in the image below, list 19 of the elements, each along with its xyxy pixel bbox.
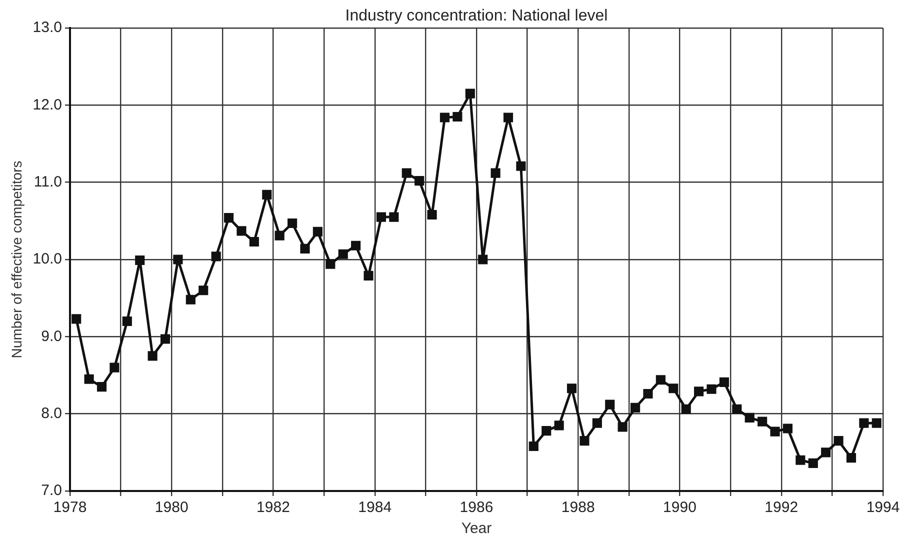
x-tick-label: 1986 <box>460 499 494 516</box>
y-tick-label: 9.0 <box>41 328 62 345</box>
y-tick-label: 13.0 <box>32 19 62 36</box>
x-tick-label: 1984 <box>358 499 392 516</box>
y-tick-label: 7.0 <box>41 482 62 500</box>
x-tick-label: 1990 <box>663 499 696 516</box>
x-axis-title: Year <box>461 520 492 538</box>
x-tick-label: 1980 <box>154 499 188 516</box>
x-tick-label: 1982 <box>256 499 290 516</box>
y-tick-label: 12.0 <box>32 96 62 114</box>
y-axis-title: Number of effective competitors <box>8 160 24 358</box>
y-tick-label: 10.0 <box>32 250 62 268</box>
chart-title: Industry concentration: National level <box>345 7 608 24</box>
y-tick-label: 11.0 <box>34 173 62 190</box>
y-tick-label: 8.0 <box>41 404 62 422</box>
x-tick-label: 1994 <box>866 499 900 516</box>
x-tick-label: 1992 <box>764 499 798 516</box>
x-tick-label: 1988 <box>561 499 595 516</box>
x-tick-label: 1978 <box>53 499 87 516</box>
